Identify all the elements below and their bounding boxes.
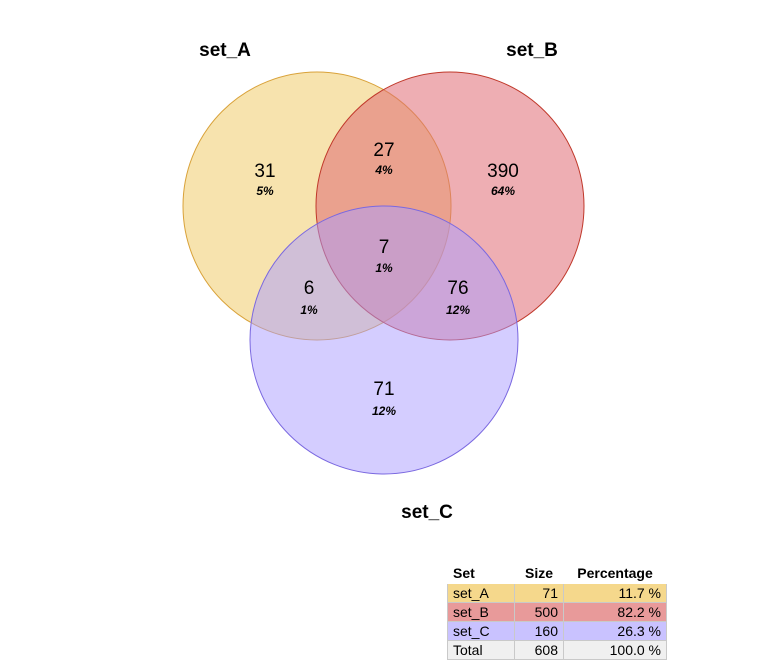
- cell-set: set_A: [447, 583, 515, 603]
- region-ab-percent: 4%: [374, 163, 393, 177]
- venn-diagram: set_A set_B set_C 31 5% 27 4% 390 64% 7 …: [182, 40, 585, 523]
- header-set: Set: [453, 565, 475, 581]
- cell-percentage: 26.3 %: [563, 621, 667, 641]
- region-b-only-percent: 64%: [491, 184, 515, 198]
- region-c-only-percent: 12%: [372, 404, 396, 418]
- cell-size: 608: [514, 640, 564, 660]
- region-bc-percent: 12%: [446, 303, 470, 317]
- cell-size: 500: [514, 602, 564, 622]
- region-bc-count: 76: [447, 278, 468, 299]
- region-ac-count: 6: [304, 278, 315, 299]
- region-c-only-count: 71: [373, 379, 394, 400]
- table-row: Total 608 100.0 %: [447, 640, 667, 660]
- cell-set: set_C: [447, 621, 515, 641]
- set-c-label: set_C: [401, 502, 453, 523]
- cell-size: 71: [514, 583, 564, 603]
- cell-percentage: 11.7 %: [563, 583, 667, 603]
- table-header-row: Set Size Percentage: [448, 563, 667, 584]
- cell-size: 160: [514, 621, 564, 641]
- region-ab-count: 27: [373, 140, 394, 161]
- region-abc-count: 7: [379, 237, 390, 258]
- cell-set: set_B: [447, 602, 515, 622]
- region-abc-percent: 1%: [375, 261, 393, 275]
- region-a-only-count: 31: [254, 161, 275, 182]
- cell-percentage: 82.2 %: [563, 602, 667, 622]
- table-row: set_C 160 26.3 %: [447, 621, 667, 641]
- set-a-label: set_A: [199, 40, 251, 61]
- region-b-only-count: 390: [487, 161, 519, 182]
- table-row: set_B 500 82.2 %: [447, 602, 667, 622]
- set-summary-table: Set Size Percentage set_A 71 11.7 % set_…: [447, 562, 667, 660]
- set-c-circle: [249, 205, 519, 475]
- header-size: Size: [524, 565, 553, 581]
- region-ac-percent: 1%: [300, 303, 318, 317]
- cell-percentage: 100.0 %: [563, 640, 667, 660]
- cell-set: Total: [447, 640, 515, 660]
- table-row: set_A 71 11.7 %: [447, 583, 667, 603]
- header-percentage: Percentage: [577, 565, 653, 581]
- region-a-only-percent: 5%: [256, 184, 274, 198]
- set-b-label: set_B: [506, 40, 558, 61]
